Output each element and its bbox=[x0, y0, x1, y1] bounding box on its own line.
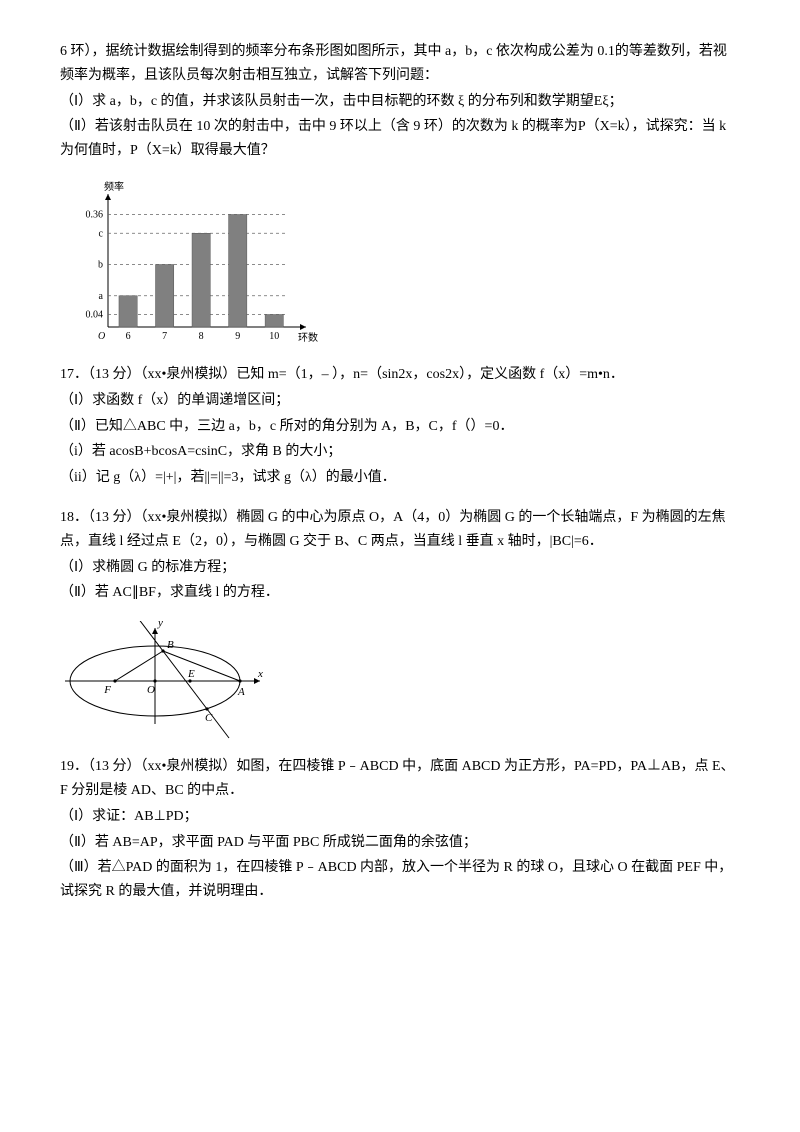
q18-block: 18．（13 分）（xx•泉州模拟）椭圆 G 的中心为原点 O，A（4，0）为椭… bbox=[60, 506, 740, 605]
q18-title: 18．（13 分）（xx•泉州模拟）椭圆 G 的中心为原点 O，A（4，0）为椭… bbox=[60, 506, 740, 554]
svg-text:8: 8 bbox=[199, 331, 204, 342]
svg-text:y: y bbox=[157, 621, 163, 629]
q17-title: 17．（13 分）（xx•泉州模拟）已知 m=（1，– ），n=（sin2x，c… bbox=[60, 363, 740, 387]
q18-p2: （Ⅱ）若 AC∥BF，求直线 l 的方程． bbox=[60, 581, 740, 605]
svg-text:b: b bbox=[98, 259, 103, 270]
q17-p3: （i）若 acosB+bcosA=csinC，求角 B 的大小； bbox=[60, 440, 740, 464]
svg-text:7: 7 bbox=[162, 331, 167, 342]
intro-p1: 6 环），据统计数据绘制得到的频率分布条形图如图所示，其中 a，b，c 依次构成… bbox=[60, 40, 740, 88]
q19-block: 19．（13 分）（xx•泉州模拟）如图，在四棱锥 P﹣ABCD 中，底面 AB… bbox=[60, 755, 740, 904]
bar-chart: 0.04 a b c 0.36 6 7 8 9 10 频率环数 O bbox=[60, 179, 740, 349]
q19-p2: （Ⅱ）若 AB=AP，求平面 PAD 与平面 PBC 所成锐二面角的余弦值； bbox=[60, 831, 740, 855]
svg-text:0.04: 0.04 bbox=[86, 309, 104, 320]
intro-p2: （Ⅰ）求 a，b，c 的值，并求该队员射击一次，击中目标靶的环数 ξ 的分布列和… bbox=[60, 90, 740, 114]
q19-title: 19．（13 分）（xx•泉州模拟）如图，在四棱锥 P﹣ABCD 中，底面 AB… bbox=[60, 755, 740, 803]
svg-text:频率: 频率 bbox=[104, 180, 124, 193]
q17-p2: （Ⅱ）已知△ABC 中，三边 a，b，c 所对的角分别为 A，B，C，f（）=0… bbox=[60, 415, 740, 439]
svg-text:O: O bbox=[147, 684, 155, 696]
ellipse-chart: yxBFOEACl bbox=[60, 621, 740, 741]
intro-block: 6 环），据统计数据绘制得到的频率分布条形图如图所示，其中 a，b，c 依次构成… bbox=[60, 40, 740, 163]
q19-p3: （Ⅲ）若△PAD 的面积为 1，在四棱锥 P﹣ABCD 内部，放入一个半径为 R… bbox=[60, 856, 740, 904]
intro-p3: （Ⅱ）若该射击队员在 10 次的射击中，击中 9 环以上（含 9 环）的次数为 … bbox=[60, 115, 740, 163]
svg-text:E: E bbox=[187, 668, 195, 680]
svg-text:a: a bbox=[99, 291, 104, 302]
q17-block: 17．（13 分）（xx•泉州模拟）已知 m=（1，– ），n=（sin2x，c… bbox=[60, 363, 740, 490]
q18-p1: （Ⅰ）求椭圆 G 的标准方程； bbox=[60, 556, 740, 580]
svg-text:O: O bbox=[98, 331, 105, 342]
svg-text:6: 6 bbox=[126, 331, 131, 342]
svg-text:9: 9 bbox=[235, 331, 240, 342]
q17-p4: （ii）记 g（λ）=|+|，若||=||=3，试求 g（λ）的最小值． bbox=[60, 466, 740, 490]
svg-text:C: C bbox=[205, 712, 213, 724]
svg-text:c: c bbox=[99, 228, 104, 239]
svg-text:B: B bbox=[167, 639, 174, 651]
q19-p1: （Ⅰ）求证：AB⊥PD； bbox=[60, 805, 740, 829]
svg-text:A: A bbox=[237, 686, 245, 698]
svg-text:10: 10 bbox=[269, 331, 279, 342]
svg-text:F: F bbox=[103, 684, 111, 696]
svg-text:0.36: 0.36 bbox=[86, 209, 104, 220]
svg-text:环数: 环数 bbox=[298, 331, 318, 344]
q17-p1: （Ⅰ）求函数 f（x）的单调递增区间； bbox=[60, 389, 740, 413]
svg-text:x: x bbox=[257, 668, 263, 680]
